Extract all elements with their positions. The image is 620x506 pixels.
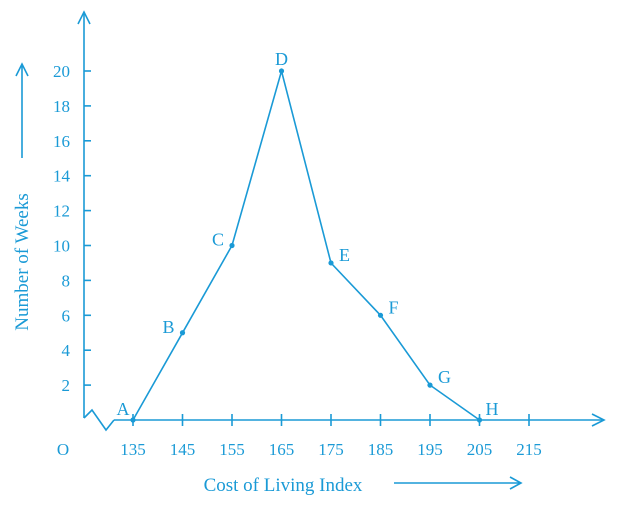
point-label-f: F [389,297,399,317]
data-point [229,242,235,249]
x-ticks: 135 145 155 165 175 185 195 205 215 [120,414,542,459]
y-tick-label: 12 [53,202,70,221]
point-label-h: H [486,399,499,419]
point-label-d: D [275,49,288,69]
axes [77,10,606,432]
y-axis-title-arrow [15,62,29,158]
y-tick-label: 20 [53,62,70,81]
origin-label: O [57,440,69,459]
y-tick-label: 16 [53,132,70,151]
data-point [179,330,186,336]
x-axis-arrowhead [591,413,606,427]
x-tick-label: 185 [368,440,394,459]
y-axis-title: Number of Weeks [12,193,33,330]
point-label-e: E [339,245,350,265]
point-label-g: G [438,367,451,387]
x-tick-label: 155 [219,440,245,459]
y-tick-label: 18 [53,97,70,116]
data-point [377,312,384,318]
x-tick-label: 165 [269,440,295,459]
x-axis-title-arrow [394,476,523,490]
y-tick-label: 2 [62,376,71,395]
x-tick-label: 175 [318,440,344,459]
point-label-b: B [162,317,174,337]
y-axis-arrowhead [77,10,91,25]
x-tick-label: 215 [516,440,542,459]
y-tick-label: 4 [62,341,71,360]
y-tick-label: 8 [62,271,71,290]
x-axis-title: Cost of Living Index [204,475,363,496]
y-ticks: 2 4 6 8 10 12 14 16 18 20 [53,62,91,395]
y-tick-label: 6 [62,306,71,325]
y-tick-label: 10 [53,237,70,256]
data-point [278,68,285,74]
x-axis-break-zigzag [83,408,115,432]
data-point [427,382,433,388]
series: A B C D E F G H [117,49,499,423]
y-tick-label: 14 [53,167,71,186]
x-tick-label: 205 [467,440,493,459]
point-label-c: C [212,230,224,250]
x-tick-label: 145 [170,440,196,459]
data-point [328,260,334,266]
data-point [476,417,483,423]
series-line [132,67,480,421]
data-point [130,417,136,423]
x-tick-label: 135 [120,440,146,459]
point-label-a: A [117,399,130,419]
x-tick-label: 195 [417,440,443,459]
